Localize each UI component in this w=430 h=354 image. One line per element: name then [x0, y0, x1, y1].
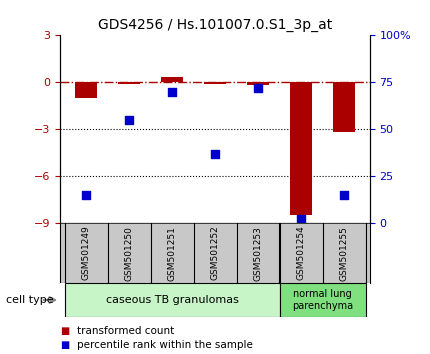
Text: GSM501253: GSM501253: [254, 225, 262, 281]
Text: GSM501254: GSM501254: [297, 226, 305, 280]
Point: [212, 151, 218, 156]
Bar: [64, 283, 280, 317]
Point: [83, 192, 89, 198]
Title: GDS4256 / Hs.101007.0.S1_3p_at: GDS4256 / Hs.101007.0.S1_3p_at: [98, 18, 332, 32]
Bar: [247, 82, 269, 85]
Text: cell type: cell type: [6, 295, 54, 305]
Bar: [280, 283, 366, 317]
Point: [169, 89, 175, 95]
Text: ■: ■: [60, 340, 70, 350]
Text: transformed count: transformed count: [77, 326, 175, 336]
Bar: [333, 82, 355, 132]
Text: normal lung
parenchyma: normal lung parenchyma: [292, 289, 353, 311]
Text: GSM501249: GSM501249: [82, 226, 90, 280]
Point: [341, 192, 347, 198]
Point: [298, 216, 304, 222]
Text: GSM501252: GSM501252: [211, 226, 219, 280]
Text: ■: ■: [60, 326, 70, 336]
Text: GSM501255: GSM501255: [340, 225, 348, 281]
Bar: [75, 82, 97, 98]
Bar: [290, 82, 312, 215]
Text: caseous TB granulomas: caseous TB granulomas: [105, 295, 239, 305]
Point: [126, 117, 132, 122]
Bar: [204, 82, 226, 84]
Text: percentile rank within the sample: percentile rank within the sample: [77, 340, 253, 350]
Text: GSM501250: GSM501250: [125, 225, 133, 281]
Bar: [118, 82, 140, 84]
Bar: [161, 77, 183, 82]
Point: [255, 85, 261, 91]
Text: GSM501251: GSM501251: [168, 225, 176, 281]
